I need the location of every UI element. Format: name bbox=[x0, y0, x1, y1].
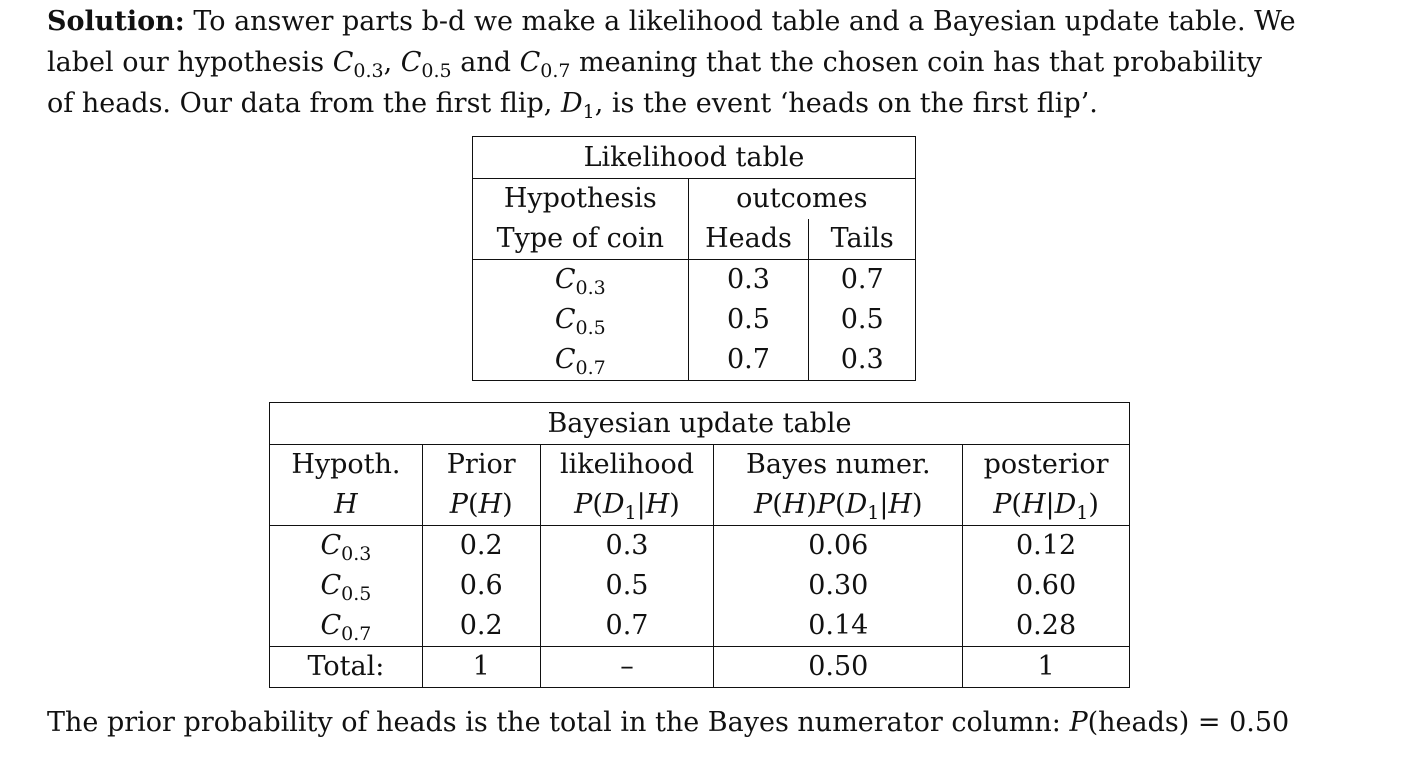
bayesian-update-table: Bayesian update table Hypoth. Prior like… bbox=[269, 402, 1130, 688]
coin-cell: C0.7 bbox=[269, 606, 423, 647]
coin-cell: C0.3 bbox=[472, 259, 689, 300]
intro-line-3-start: of heads. Our data from the first flip, bbox=[47, 88, 561, 119]
hypothesis-symbol: C bbox=[332, 47, 354, 78]
data-symbol: D bbox=[560, 88, 583, 119]
intro-line-3-end: , is the event ‘heads on the first flip’… bbox=[594, 88, 1098, 119]
conclusion-value: (heads) = 0.50 bbox=[1087, 707, 1290, 738]
coin-cell: C0.3 bbox=[269, 525, 423, 566]
tails-cell: 0.3 bbox=[808, 340, 916, 381]
posterior-cell: 0.60 bbox=[962, 566, 1130, 606]
intro-line-1-text: To answer parts b-d we make a likelihood… bbox=[184, 6, 1296, 37]
numerator-cell: 0.06 bbox=[713, 525, 964, 566]
total-row: Total: 1 – 0.50 1 bbox=[269, 646, 1130, 688]
likelihood-cell: 0.7 bbox=[540, 606, 715, 647]
intro-line-2-start: label our hypothesis bbox=[47, 47, 333, 78]
hypothesis-sub: 0.5 bbox=[421, 60, 452, 82]
total-likelihood: – bbox=[540, 646, 715, 688]
likelihood-row: C0.3 0.3 0.7 bbox=[472, 259, 916, 300]
coin-cell: C0.5 bbox=[269, 566, 423, 606]
hypoth-header: Hypoth. bbox=[269, 444, 423, 485]
tails-header: Tails bbox=[808, 219, 916, 260]
likelihood-row: C0.7 0.7 0.3 bbox=[472, 340, 916, 381]
heads-cell: 0.7 bbox=[688, 340, 810, 381]
coin-cell: C0.7 bbox=[472, 340, 689, 381]
prior-cell: 0.2 bbox=[422, 525, 541, 566]
data-sub: 1 bbox=[582, 101, 595, 123]
likelihood-table: Likelihood table Hypothesis outcomes Typ… bbox=[472, 136, 917, 381]
hypothesis-sub: 0.3 bbox=[353, 60, 384, 82]
outcomes-header: outcomes bbox=[688, 178, 917, 219]
hypothesis-sub: 0.7 bbox=[540, 60, 571, 82]
intro-line-2-end: meaning that the chosen coin has that pr… bbox=[570, 47, 1262, 78]
likelihood-table-title: Likelihood table bbox=[472, 136, 916, 179]
prior-cell: 0.6 bbox=[422, 566, 541, 606]
likelihood-cell: 0.3 bbox=[540, 525, 715, 566]
heads-header: Heads bbox=[688, 219, 810, 260]
likelihood-cell: 0.5 bbox=[540, 566, 715, 606]
intro-line-3: of heads. Our data from the first flip, … bbox=[47, 83, 1347, 124]
tails-cell: 0.5 bbox=[808, 300, 916, 340]
total-numerator: 0.50 bbox=[713, 646, 964, 688]
bayes-numerator-header: Bayes numer. bbox=[713, 444, 964, 485]
prior-header: Prior bbox=[422, 444, 541, 485]
total-posterior: 1 bbox=[962, 646, 1130, 688]
conclusion-sentence: The prior probability of heads is the to… bbox=[47, 702, 1289, 743]
type-of-coin-header: Type of coin bbox=[472, 219, 689, 260]
coin-sub: 0.3 bbox=[341, 543, 372, 565]
bayes-row: C0.7 0.2 0.7 0.14 0.28 bbox=[269, 606, 1130, 647]
coin-sub: 0.3 bbox=[575, 277, 606, 299]
prior-cell: 0.2 bbox=[422, 606, 541, 647]
intro-line-2: label our hypothesis C0.3, C0.5 and C0.7… bbox=[47, 42, 1347, 83]
conclusion-text: The prior probability of heads is the to… bbox=[47, 707, 1070, 738]
coin-sub: 0.5 bbox=[341, 583, 372, 605]
heads-cell: 0.5 bbox=[688, 300, 810, 340]
coin-sub: 0.7 bbox=[575, 357, 606, 379]
tails-cell: 0.7 bbox=[808, 259, 916, 300]
likelihood-header: likelihood bbox=[540, 444, 715, 485]
posterior-cell: 0.28 bbox=[962, 606, 1130, 647]
posterior-cell: 0.12 bbox=[962, 525, 1130, 566]
coin-sub: 0.5 bbox=[575, 317, 606, 339]
probability-symbol: P bbox=[1069, 707, 1088, 738]
hypothesis-symbol-header: H bbox=[269, 485, 423, 526]
hypothesis-symbol: C bbox=[400, 47, 422, 78]
numerator-cell: 0.30 bbox=[713, 566, 964, 606]
separator: , bbox=[383, 47, 401, 78]
posterior-formula: P(H|D1) bbox=[962, 485, 1130, 526]
likelihood-row: C0.5 0.5 0.5 bbox=[472, 300, 916, 340]
total-label: Total: bbox=[269, 646, 423, 688]
bayes-row: C0.3 0.2 0.3 0.06 0.12 bbox=[269, 525, 1130, 566]
likelihood-formula: P(D1|H) bbox=[540, 485, 715, 526]
hypothesis-symbol: C bbox=[519, 47, 541, 78]
total-prior: 1 bbox=[422, 646, 541, 688]
bayes-numerator-formula: P(H)P(D1|H) bbox=[713, 485, 964, 526]
posterior-header: posterior bbox=[962, 444, 1130, 485]
heads-cell: 0.3 bbox=[688, 259, 810, 300]
intro-line-1: Solution: To answer parts b-d we make a … bbox=[47, 1, 1347, 42]
coin-cell: C0.5 bbox=[472, 300, 689, 340]
prior-formula: P(H) bbox=[422, 485, 541, 526]
separator: and bbox=[451, 47, 520, 78]
bayes-table-title: Bayesian update table bbox=[269, 402, 1130, 445]
numerator-cell: 0.14 bbox=[713, 606, 964, 647]
hypothesis-header: Hypothesis bbox=[472, 178, 689, 219]
bayes-row: C0.5 0.6 0.5 0.30 0.60 bbox=[269, 566, 1130, 606]
intro-paragraph: Solution: To answer parts b-d we make a … bbox=[47, 1, 1347, 124]
solution-label: Solution: bbox=[47, 6, 185, 37]
coin-sub: 0.7 bbox=[341, 623, 372, 645]
